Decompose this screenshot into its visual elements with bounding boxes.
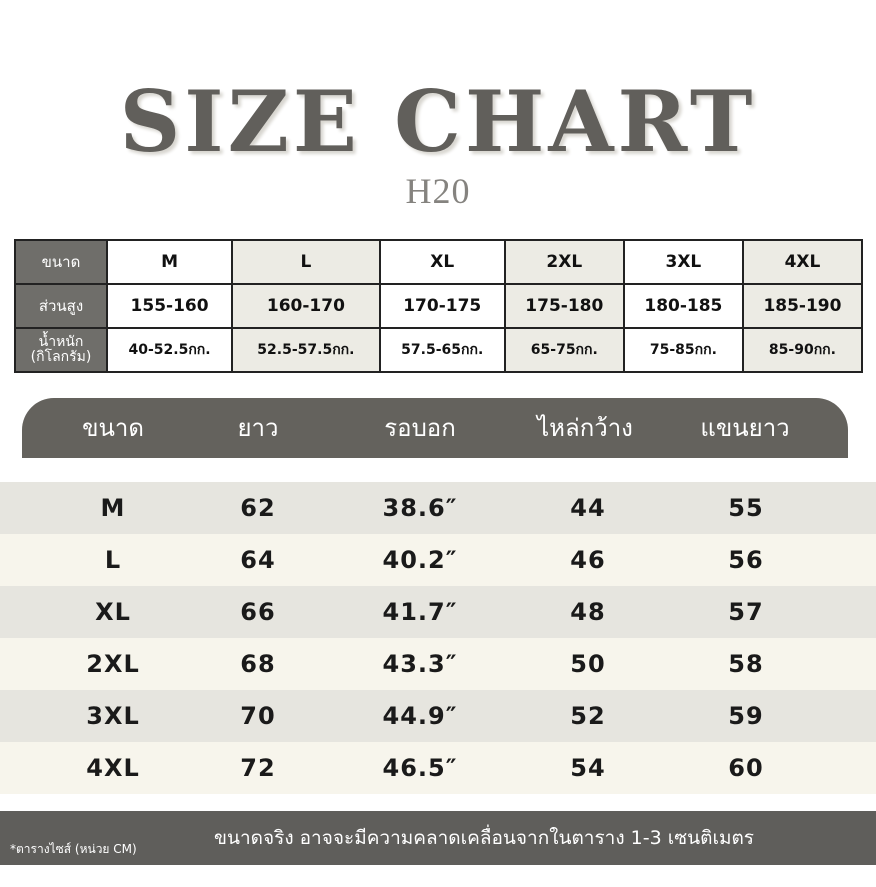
cell: 52.5-57.5กก. <box>231 327 381 373</box>
cell: 46 <box>570 546 606 574</box>
cell: 70 <box>240 702 276 730</box>
cell: 44 <box>570 494 606 522</box>
row-label: น้ำหนัก (กิโลกรัม) <box>14 327 108 373</box>
cell: 38.6″ <box>382 494 458 522</box>
cell: 85-90กก. <box>741 327 864 373</box>
footer-bar: *ตารางไซส์ (หน่วย CM) ขนาดจริง อาจจะมีคว… <box>0 811 876 865</box>
cell: 2XL <box>503 239 625 285</box>
cell: 68 <box>240 650 276 678</box>
table-row: ส่วนสูง 155-160 160-170 170-175 175-180 … <box>14 283 864 329</box>
cell: M <box>100 494 126 522</box>
cell: 66 <box>240 598 276 626</box>
cell: XL <box>95 598 131 626</box>
row-label: ส่วนสูง <box>14 283 108 329</box>
disclaimer: ขนาดจริง อาจจะมีความคลาดเคลื่อนจากในตารา… <box>214 827 755 849</box>
cell: 46.5″ <box>382 754 458 782</box>
cell: 41.7″ <box>382 598 458 626</box>
cell: 59 <box>728 702 764 730</box>
table-row: 4XL 72 46.5″ 54 60 <box>0 742 876 794</box>
cell: 72 <box>240 754 276 782</box>
cell: 4XL <box>86 754 140 782</box>
cell: 65-75กก. <box>503 327 625 373</box>
cell: 43.3″ <box>382 650 458 678</box>
header-size: ขนาด <box>82 414 144 442</box>
cell: 155-160 <box>105 283 234 329</box>
cell: 52 <box>570 702 606 730</box>
cell: 4XL <box>741 239 864 285</box>
cell: 75-85กก. <box>622 327 744 373</box>
cell: 55 <box>728 494 764 522</box>
cell: 175-180 <box>503 283 625 329</box>
cell: 48 <box>570 598 606 626</box>
size-height-weight-table: ขนาด M L XL 2XL 3XL 4XL ส่วนสูง 155-160 … <box>14 239 864 373</box>
cell: 44.9″ <box>382 702 458 730</box>
cell: 40.2″ <box>382 546 458 574</box>
table-row: ขนาด M L XL 2XL 3XL 4XL <box>14 239 864 285</box>
table-row: น้ำหนัก (กิโลกรัม) 40-52.5กก. 52.5-57.5ก… <box>14 327 864 373</box>
cell: 40-52.5กก. <box>105 327 234 373</box>
cell: 58 <box>728 650 764 678</box>
cell: 185-190 <box>741 283 864 329</box>
header-sleeve: แขนยาว <box>700 414 790 442</box>
cell: 3XL <box>622 239 744 285</box>
cell: 54 <box>570 754 606 782</box>
cell: 160-170 <box>231 283 381 329</box>
cell: 64 <box>240 546 276 574</box>
model-code: H20 <box>405 171 471 211</box>
cell: 56 <box>728 546 764 574</box>
cell: M <box>105 239 234 285</box>
table-row: 3XL 70 44.9″ 52 59 <box>0 690 876 742</box>
cell: 2XL <box>86 650 140 678</box>
table-row: XL 66 41.7″ 48 57 <box>0 586 876 638</box>
header-chest: รอบอก <box>384 414 456 442</box>
table-row: M 62 38.6″ 44 55 <box>0 482 876 534</box>
header-length: ยาว <box>237 414 279 442</box>
cell: 180-185 <box>622 283 744 329</box>
cell: L <box>104 546 122 574</box>
cell: 3XL <box>86 702 140 730</box>
measurement-header: ขนาด ยาว รอบอก ไหล่กว้าง แขนยาว <box>22 398 848 458</box>
cell: 170-175 <box>378 283 506 329</box>
cell: XL <box>378 239 506 285</box>
cell: 57 <box>728 598 764 626</box>
cell: 50 <box>570 650 606 678</box>
cell: 57.5-65กก. <box>378 327 506 373</box>
table-row: 2XL 68 43.3″ 50 58 <box>0 638 876 690</box>
row-label: ขนาด <box>14 239 108 285</box>
header-shoulder: ไหล่กว้าง <box>537 414 633 442</box>
cell: 60 <box>728 754 764 782</box>
cell: 62 <box>240 494 276 522</box>
table-row: L 64 40.2″ 46 56 <box>0 534 876 586</box>
cell: L <box>231 239 381 285</box>
page-title: SIZE CHART <box>119 72 757 171</box>
unit-note: *ตารางไซส์ (หน่วย CM) <box>10 842 137 856</box>
